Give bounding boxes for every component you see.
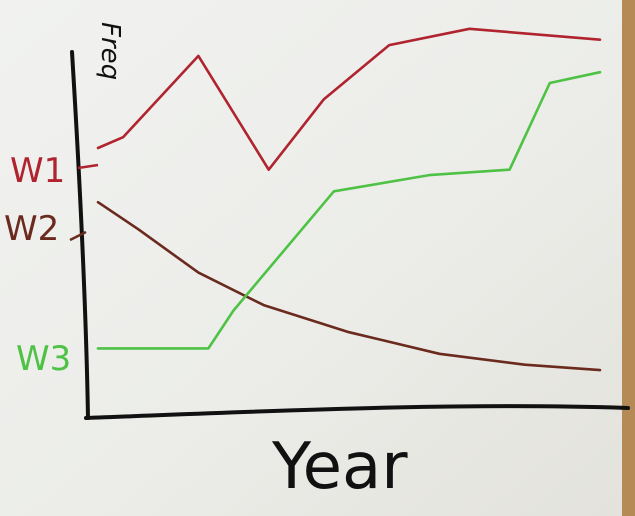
y-axis-label: Freq	[95, 22, 125, 80]
series-line-w3	[96, 70, 602, 350]
board-surface	[0, 0, 622, 516]
series-line-w1	[96, 27, 602, 171]
series-line-w2	[96, 200, 602, 372]
x-axis	[84, 404, 630, 420]
series-lead-w2	[69, 230, 87, 242]
series-label-w2: W2	[4, 209, 59, 249]
series-label-w3: W3	[16, 339, 71, 379]
x-axis-label: Year	[271, 430, 408, 504]
series-layer	[96, 27, 602, 372]
board-frame-edge	[622, 0, 635, 516]
series-label-w1: W1	[10, 151, 65, 191]
y-axis	[70, 50, 90, 420]
series-lead-w1	[77, 163, 99, 170]
